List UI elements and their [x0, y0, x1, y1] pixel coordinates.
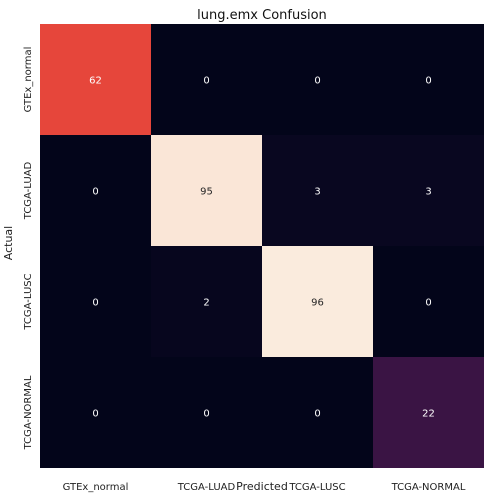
x-axis-label: Predicted: [236, 480, 288, 493]
cell-value-label: 96: [311, 298, 324, 309]
heatmap-cell: [262, 24, 373, 135]
cell-value-label: 0: [92, 409, 98, 420]
x-tick-labels: GTEx_normal TCGA-LUAD TCGA-LUSC TCGA-NORMAL: [63, 482, 466, 493]
heatmap-cell: [373, 24, 484, 135]
cell-value-label: 0: [314, 76, 320, 87]
heatmap-cell: [262, 246, 373, 357]
cell-value-label: 95: [200, 187, 213, 198]
cell-value-label: 0: [92, 187, 98, 198]
heatmap-cell: [262, 357, 373, 468]
heatmap-cell: [151, 135, 262, 246]
heatmap-cell: [262, 135, 373, 246]
cell-value-label: 0: [203, 409, 209, 420]
y-tick-label: TCGA-LUAD: [23, 161, 34, 220]
heatmap-cell: [373, 135, 484, 246]
x-tick-label: GTEx_normal: [63, 482, 129, 493]
cell-value-label: 0: [92, 298, 98, 309]
cell-value-label: 0: [203, 76, 209, 87]
heatmap-cell: [373, 357, 484, 468]
cell-value-label: 0: [425, 298, 431, 309]
heatmap-cell: [40, 135, 151, 246]
heatmap-cell: [151, 357, 262, 468]
heatmap-cell: [40, 24, 151, 135]
x-tick-label: TCGA-LUSC: [288, 482, 345, 493]
heatmap-cell: [151, 24, 262, 135]
x-tick-label: TCGA-LUAD: [177, 482, 236, 493]
heatmap-cell: [40, 357, 151, 468]
heatmap-cell: [373, 246, 484, 357]
chart-title: lung.emx Confusion: [197, 8, 327, 23]
cell-value-label: 22: [422, 409, 435, 420]
cell-value-label: 0: [425, 76, 431, 87]
cell-value-label: 0: [314, 409, 320, 420]
x-tick-label: TCGA-NORMAL: [391, 482, 466, 493]
y-tick-label: GTEx_normal: [23, 47, 34, 113]
cell-value-labels: 62 0 0 0 0 95 3 3 0 2 96 0 0 0 0 22: [89, 76, 435, 420]
heatmap-cell: [151, 246, 262, 357]
cell-value-label: 3: [314, 187, 320, 198]
heatmap-cell: [40, 246, 151, 357]
cell-value-label: 2: [203, 298, 209, 309]
cell-value-label: 3: [425, 187, 431, 198]
heatmap-cells: [40, 24, 484, 468]
y-tick-label: TCGA-NORMAL: [23, 375, 34, 450]
y-axis-label: Actual: [2, 226, 15, 260]
y-tick-labels: GTEx_normal TCGA-LUAD TCGA-LUSC TCGA-NORMAL: [23, 47, 34, 451]
y-tick-label: TCGA-LUSC: [23, 273, 34, 330]
cell-value-label: 62: [89, 76, 102, 87]
